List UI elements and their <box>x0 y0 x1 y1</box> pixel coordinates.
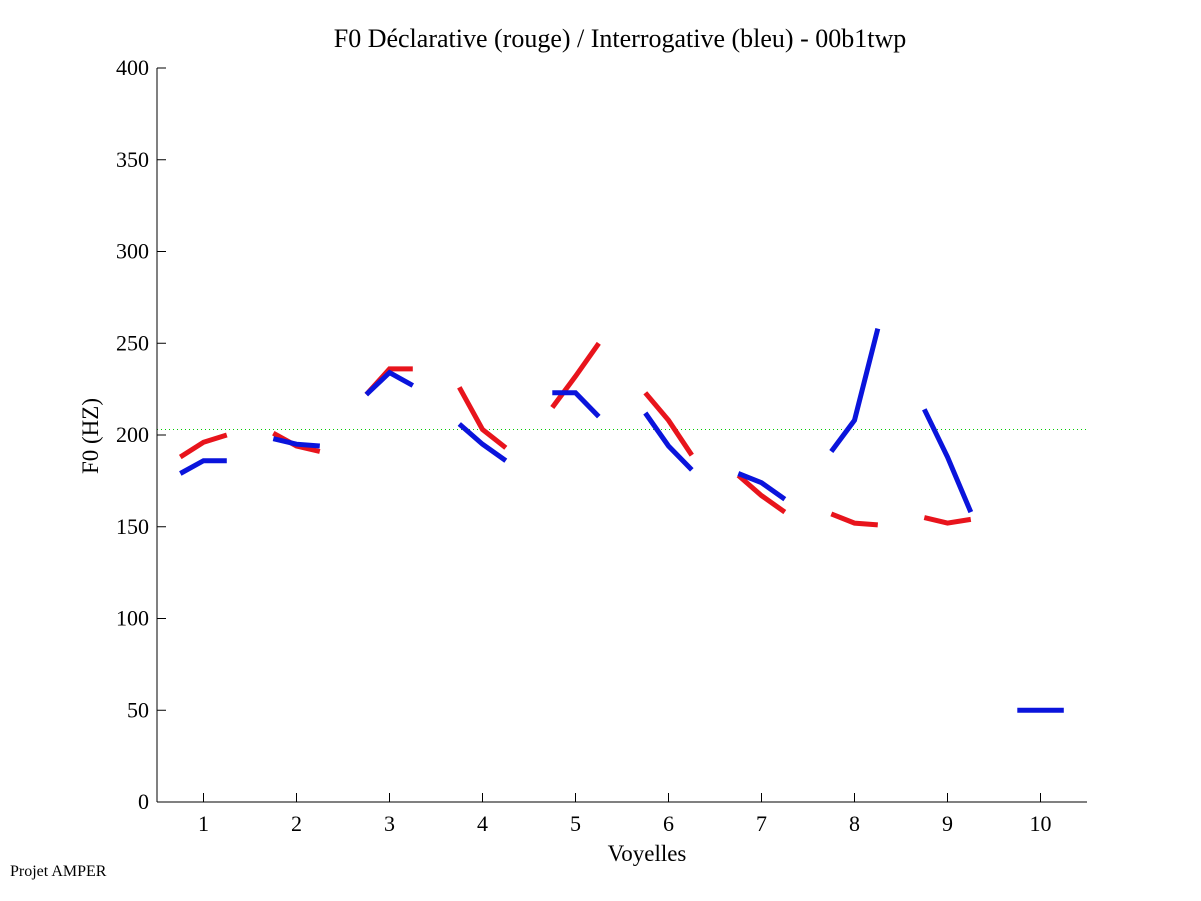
series-segment <box>364 369 415 397</box>
series-segment <box>552 390 601 419</box>
y-tick-label: 150 <box>116 514 149 539</box>
series-segment <box>457 422 508 463</box>
x-tick-label: 4 <box>477 811 488 836</box>
series-segment <box>737 471 787 502</box>
y-tick-label: 300 <box>116 239 149 264</box>
x-tick-label: 2 <box>291 811 302 836</box>
series-segment <box>179 458 227 476</box>
series-segment <box>736 473 787 515</box>
series-interrogative <box>179 327 1064 713</box>
footer-credit: Projet AMPER <box>10 863 107 880</box>
series-segment <box>643 391 694 457</box>
series-segment <box>643 411 694 472</box>
chart-title: F0 Déclarative (rouge) / Interrogative (… <box>334 24 907 53</box>
x-tick-label: 9 <box>942 811 953 836</box>
series-declarative <box>178 341 972 528</box>
x-tick-label: 8 <box>849 811 860 836</box>
x-tick-label: 6 <box>663 811 674 836</box>
axes-layer <box>156 68 1087 803</box>
x-ticks: 1 2 3 4 5 6 7 8 9 10 <box>198 793 1052 836</box>
series-segment <box>550 341 601 409</box>
series-segment <box>457 386 508 450</box>
x-tick-label: 1 <box>198 811 209 836</box>
y-ticks: 0 50 100 150 200 250 300 350 400 <box>116 55 166 814</box>
series-layer <box>178 327 1064 713</box>
y-tick-label: 200 <box>116 422 149 447</box>
series-segment <box>178 432 228 460</box>
series-segment <box>922 408 974 514</box>
y-tick-label: 50 <box>127 697 149 722</box>
x-axis-label: Voyelles <box>608 841 687 866</box>
x-tick-label: 5 <box>570 811 581 836</box>
series-segment <box>272 436 320 449</box>
y-axis-label: F0 (HZ) <box>78 398 103 474</box>
y-tick-label: 250 <box>116 330 149 355</box>
series-segment <box>923 515 972 526</box>
y-tick-label: 0 <box>138 789 149 814</box>
y-tick-label: 100 <box>116 606 149 631</box>
x-tick-label: 10 <box>1030 811 1052 836</box>
y-tick-label: 350 <box>116 147 149 172</box>
x-tick-label: 3 <box>384 811 395 836</box>
series-segment <box>829 327 881 453</box>
series-segment <box>830 511 878 528</box>
y-tick-label: 400 <box>116 55 149 80</box>
x-tick-label: 7 <box>756 811 767 836</box>
